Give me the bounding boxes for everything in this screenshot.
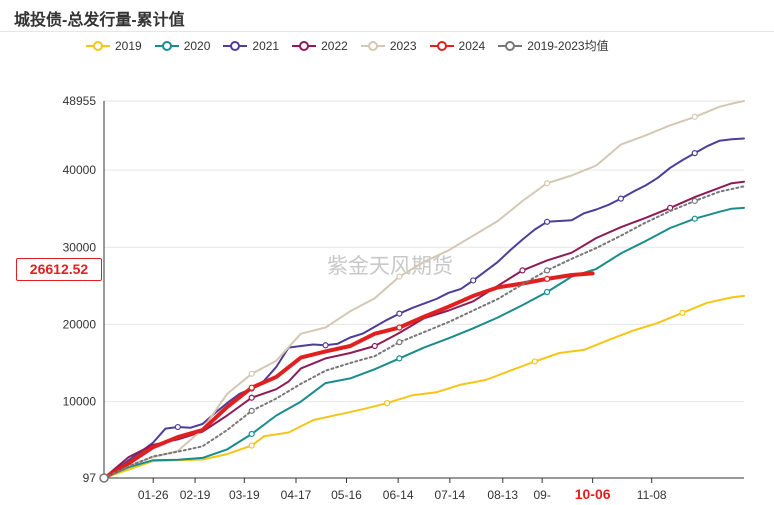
series-point-2019[interactable] — [248, 442, 255, 449]
legend-item-2019[interactable]: 2019 — [86, 39, 142, 53]
series-point-2021[interactable] — [617, 195, 625, 202]
series-point-2019-2023均值[interactable] — [248, 407, 255, 414]
x-tick-label: 05-16 — [331, 488, 362, 502]
series-point-2019[interactable] — [679, 309, 686, 316]
series-point-2024[interactable] — [396, 324, 403, 331]
series-point-2019-2023均值[interactable] — [543, 267, 551, 274]
legend-label-average: 2019-2023均值 — [527, 39, 609, 53]
legend-marker-2024-icon — [429, 40, 454, 51]
legend: 2019 2020 2021 2022 2023 2024 2019-2023均… — [86, 37, 622, 54]
series-point-2022[interactable] — [371, 342, 378, 350]
series-line-2021[interactable] — [103, 137, 745, 479]
series-point-2021[interactable] — [691, 150, 698, 157]
legend-marker-2021-icon — [223, 40, 248, 51]
series-point-2019[interactable] — [383, 400, 391, 407]
watermark: 紫金天风期货 — [327, 255, 453, 278]
series-point-2023[interactable] — [396, 273, 403, 280]
y-tick-label: 10000 — [63, 395, 97, 409]
current-value-label: 26612.52 — [16, 258, 102, 281]
series-point-2021[interactable] — [396, 310, 403, 317]
legend-marker-2020-icon — [154, 40, 179, 51]
series-point-2023[interactable] — [543, 180, 551, 187]
series-line-2024[interactable] — [102, 271, 595, 480]
y-tick-label: 97 — [83, 471, 97, 485]
x-tick-label: 09- — [533, 488, 550, 502]
series-point-2020[interactable] — [691, 215, 698, 222]
series-point-2019[interactable] — [531, 358, 538, 365]
series-point-2020[interactable] — [248, 430, 255, 438]
series-line-2023[interactable] — [103, 100, 745, 479]
series-point-2021[interactable] — [470, 277, 477, 284]
series-point-2020[interactable] — [543, 288, 551, 296]
series-point-2023[interactable] — [248, 370, 255, 377]
series-point-2022[interactable] — [248, 394, 255, 401]
x-tick-label: 03-19 — [229, 488, 260, 502]
x-tick-label: 06-14 — [383, 488, 414, 502]
series-point-2024[interactable] — [248, 384, 255, 391]
legend-label-2020: 2020 — [183, 38, 211, 53]
x-tick-label: 02-19 — [180, 488, 211, 502]
legend-item-2021[interactable]: 2021 — [223, 39, 279, 53]
legend-marker-2022-icon — [292, 40, 317, 51]
legend-item-2023[interactable]: 2023 — [360, 38, 417, 53]
series-point-2021[interactable] — [543, 218, 551, 225]
legend-marker-2019-icon — [86, 40, 110, 51]
y-tick-label: 20000 — [63, 317, 97, 331]
title-divider — [0, 31, 774, 32]
x-tick-label: 04-17 — [281, 488, 312, 502]
series-point-2022[interactable] — [519, 267, 526, 274]
legend-item-average[interactable]: 2019-2023均值 — [498, 37, 609, 54]
series-point-2019-2023均值[interactable] — [396, 339, 403, 346]
legend-marker-2023-icon — [360, 40, 385, 51]
series-line-2020[interactable] — [103, 206, 745, 479]
legend-item-2022[interactable]: 2022 — [292, 39, 348, 53]
chart-title: 城投债-总发行量-累计值 — [14, 12, 185, 29]
series-point-2019-2023均值[interactable] — [691, 197, 698, 205]
legend-marker-average-icon — [498, 40, 523, 51]
legend-label-2023: 2023 — [389, 38, 417, 53]
legend-label-2021: 2021 — [252, 38, 280, 53]
x-tick-label: 07-14 — [434, 488, 465, 502]
series-line-2022[interactable] — [103, 180, 745, 479]
series-point-2020[interactable] — [396, 355, 403, 362]
y-tick-label: 30000 — [63, 240, 97, 254]
legend-label-2024: 2024 — [458, 38, 486, 53]
x-tick-label: 08-13 — [487, 488, 518, 502]
y-tick-label: 48955 — [63, 94, 97, 108]
legend-item-2024[interactable]: 2024 — [429, 38, 486, 53]
series-line-2019-2023均值[interactable] — [103, 185, 745, 479]
x-tick-label-current: 10-06 — [575, 486, 611, 502]
series-point-2021[interactable] — [322, 342, 329, 349]
legend-label-2022: 2022 — [321, 38, 348, 53]
series-line-2019[interactable] — [103, 294, 745, 479]
series-point-2021[interactable] — [174, 423, 181, 431]
y-tick-label: 40000 — [63, 163, 97, 177]
series-point-2023[interactable] — [691, 113, 698, 120]
x-tick-label: 11-08 — [637, 488, 667, 502]
legend-label-2019: 2019 — [115, 38, 142, 53]
legend-item-2020[interactable]: 2020 — [154, 38, 211, 53]
x-tick-label: 01-26 — [138, 488, 169, 502]
origin-point — [99, 473, 109, 483]
series-point-2024[interactable] — [543, 275, 551, 282]
